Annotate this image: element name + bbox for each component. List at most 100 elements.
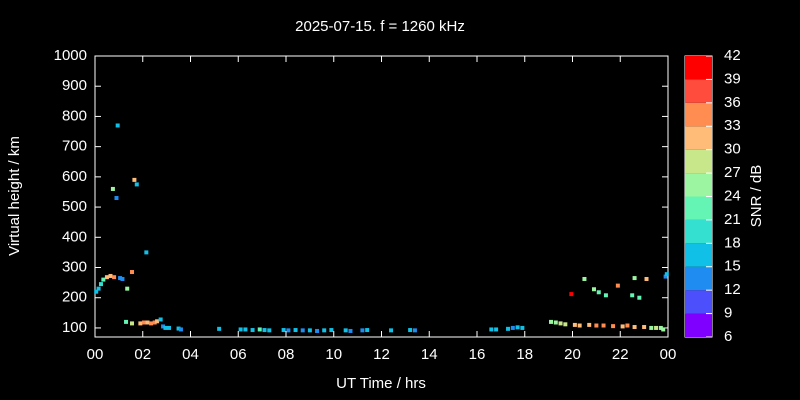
data-point [329,328,334,333]
x-tick-label: 18 [516,346,533,363]
y-tick-label: 1000 [54,47,87,64]
x-axis-label: UT Time / hrs [336,375,426,392]
data-point [161,324,166,329]
y-tick-label: 700 [62,138,87,155]
colorbar-tick-label: 33 [724,117,741,134]
data-point [238,327,243,332]
data-point [596,290,601,295]
y-tick-label: 300 [62,258,87,275]
data-point [134,182,139,187]
colorbar-tick-label: 15 [724,258,741,275]
data-point [408,328,413,333]
colorbar-band [685,102,712,127]
x-tick-label: 10 [325,346,342,363]
data-point [104,275,109,280]
data-point [322,328,327,333]
data-point [163,325,168,330]
colorbar-band [685,173,712,197]
data-point [632,276,637,281]
data-point [649,325,654,330]
data-point [515,325,520,330]
data-point [549,319,554,324]
x-tick-label: 22 [612,346,629,363]
x-tick-label: 00 [87,346,104,363]
data-point [130,321,135,326]
colorbar-tick-label: 9 [724,305,732,322]
data-point [250,328,255,333]
x-tick-label: 00 [660,346,677,363]
y-tick-label: 200 [62,289,87,306]
data-point [412,328,417,333]
colorbar-band [685,266,712,291]
data-point [286,328,291,333]
data-point [141,320,146,325]
data-point [620,324,625,329]
y-tick-label: 900 [62,77,87,94]
colorbar-tick-label: 42 [724,47,741,64]
data-point [510,325,515,330]
data-point [506,326,511,331]
data-point [611,324,616,329]
data-point [389,328,394,333]
data-point [615,283,620,288]
data-point [155,319,160,324]
colorbar-band [685,56,712,80]
data-point [176,326,181,331]
data-point [130,270,135,275]
data-point [582,276,587,281]
data-point [257,327,262,332]
data-point [125,286,130,291]
data-point [149,321,154,326]
colorbar-band [685,243,712,267]
colorbar-tick-label: 36 [724,94,741,111]
colorbar-tick-label: 39 [724,70,741,87]
data-point [293,328,298,333]
data-point [158,317,163,322]
y-tick-label: 800 [62,107,87,124]
y-tick-label: 100 [62,319,87,336]
data-point [654,325,659,330]
data-point [262,328,267,333]
data-point [663,274,668,279]
data-point [152,320,157,325]
data-point [217,326,222,331]
y-axis-label: Virtual height / km [6,136,23,256]
data-point [601,323,606,328]
data-point [558,321,563,326]
data-point [569,292,574,297]
data-point [101,277,106,282]
x-tick-label: 02 [134,346,151,363]
data-point [343,328,348,333]
data-point [112,275,117,280]
data-point [591,287,596,292]
data-point [658,325,663,330]
data-point [348,328,353,333]
x-tick-label: 16 [469,346,486,363]
data-point [108,273,113,278]
y-tick-label: 500 [62,198,87,215]
data-point [315,328,320,333]
data-point [243,327,248,332]
data-point [365,328,370,333]
colorbar-band [685,79,712,103]
data-point [138,321,143,326]
data-point [120,276,125,281]
data-point [494,327,499,332]
colorbar-band [685,313,712,337]
data-point [360,328,365,333]
data-point [98,282,103,287]
data-point [281,328,286,333]
colorbar-band [685,149,712,174]
data-point [114,196,119,201]
data-point [145,320,150,325]
data-point [553,320,558,325]
colorbar-band [685,290,712,314]
x-tick-label: 14 [421,346,438,363]
data-point [587,322,592,327]
data-point [267,328,272,333]
data-point [661,327,666,332]
y-tick-label: 400 [62,228,87,245]
data-point [124,319,129,324]
data-point [594,323,599,328]
